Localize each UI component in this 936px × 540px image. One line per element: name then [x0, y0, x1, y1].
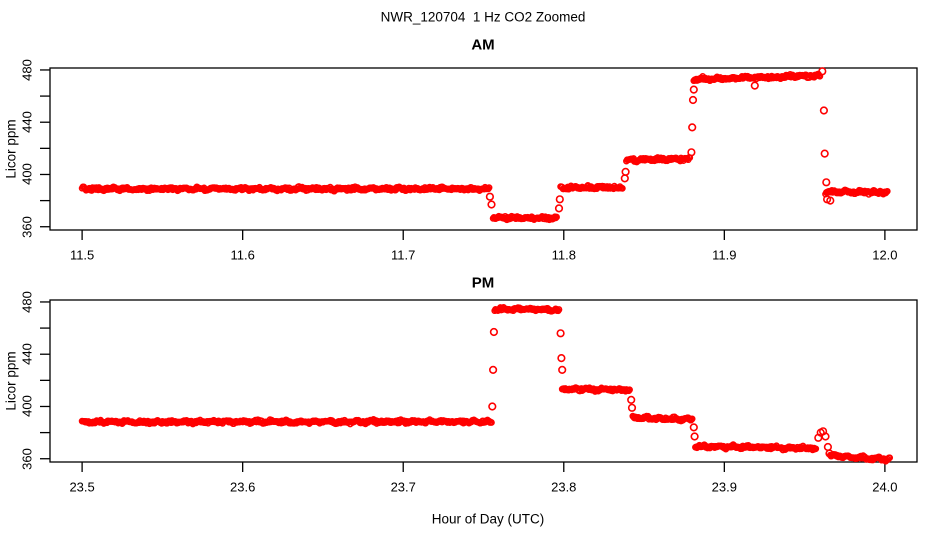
- transition-point: [620, 174, 629, 183]
- transition-point: [818, 67, 827, 76]
- panel-title-am: AM: [471, 36, 495, 54]
- transition-point: [826, 196, 835, 205]
- x-tick-label: 23.6: [230, 479, 256, 495]
- transition-point: [556, 329, 565, 338]
- transition-point: [487, 200, 496, 209]
- x-tick-label: 23.7: [390, 479, 416, 495]
- transition-point: [489, 365, 498, 375]
- y-tick-label: 480: [19, 291, 35, 313]
- x-tick-label: 11.6: [230, 247, 255, 263]
- y-tick-label: 400: [19, 395, 35, 418]
- chart-title: NWR_120704 1 Hz CO2 Zoomed: [380, 9, 586, 25]
- x-tick-label: 24.0: [872, 479, 898, 495]
- y-tick-label: 480: [19, 59, 35, 81]
- transition-point: [688, 123, 697, 132]
- x-tick-label: 11.8: [551, 247, 576, 263]
- x-axis-label: Hour of Day (UTC): [431, 511, 545, 527]
- y-tick-label: 440: [19, 343, 35, 366]
- x-tick-label: 11.7: [391, 247, 416, 263]
- x-tick-label: 11.5: [69, 247, 95, 263]
- transition-point: [689, 423, 698, 432]
- transition-point: [488, 402, 497, 411]
- x-tick-label: 23.8: [551, 479, 577, 495]
- y-axis-label-pm: Licor ppm: [3, 351, 19, 411]
- plot-box: [49, 299, 918, 463]
- transition-point: [821, 432, 830, 441]
- y-tick-label: 440: [19, 111, 35, 134]
- transition-point: [557, 354, 566, 363]
- x-tick-label: 12.0: [872, 247, 898, 263]
- am-series-points: [78, 67, 891, 224]
- transition-point: [688, 95, 698, 105]
- panel-am: [40, 67, 918, 240]
- transition-point: [825, 449, 834, 458]
- transition-point: [627, 395, 636, 405]
- transition-point: [621, 167, 630, 176]
- panel-title-pm: PM: [471, 274, 495, 292]
- y-tick-label: 400: [19, 163, 35, 186]
- pm-series-points: [78, 304, 894, 465]
- x-tick-label: 23.5: [69, 479, 95, 495]
- transition-point: [750, 81, 759, 90]
- y-tick-label: 360: [19, 447, 35, 470]
- transition-point: [489, 327, 499, 337]
- x-tick-label: 23.9: [711, 479, 737, 495]
- transition-point: [485, 192, 495, 201]
- panel-pm: [40, 299, 918, 472]
- transition-point: [554, 204, 564, 213]
- plot-box: [49, 67, 918, 231]
- transition-point: [555, 195, 564, 204]
- transition-point: [819, 106, 829, 115]
- transition-point: [820, 149, 829, 158]
- transition-point: [689, 85, 698, 94]
- transition-point: [627, 403, 637, 412]
- x-tick-label: 11.9: [712, 247, 737, 263]
- y-axis-label-am: Licor ppm: [3, 119, 19, 179]
- transition-point: [687, 148, 696, 157]
- transition-point: [690, 432, 699, 441]
- transition-point: [823, 442, 833, 452]
- transition-point: [822, 178, 831, 187]
- y-tick-label: 360: [19, 215, 35, 238]
- transition-point: [558, 365, 567, 375]
